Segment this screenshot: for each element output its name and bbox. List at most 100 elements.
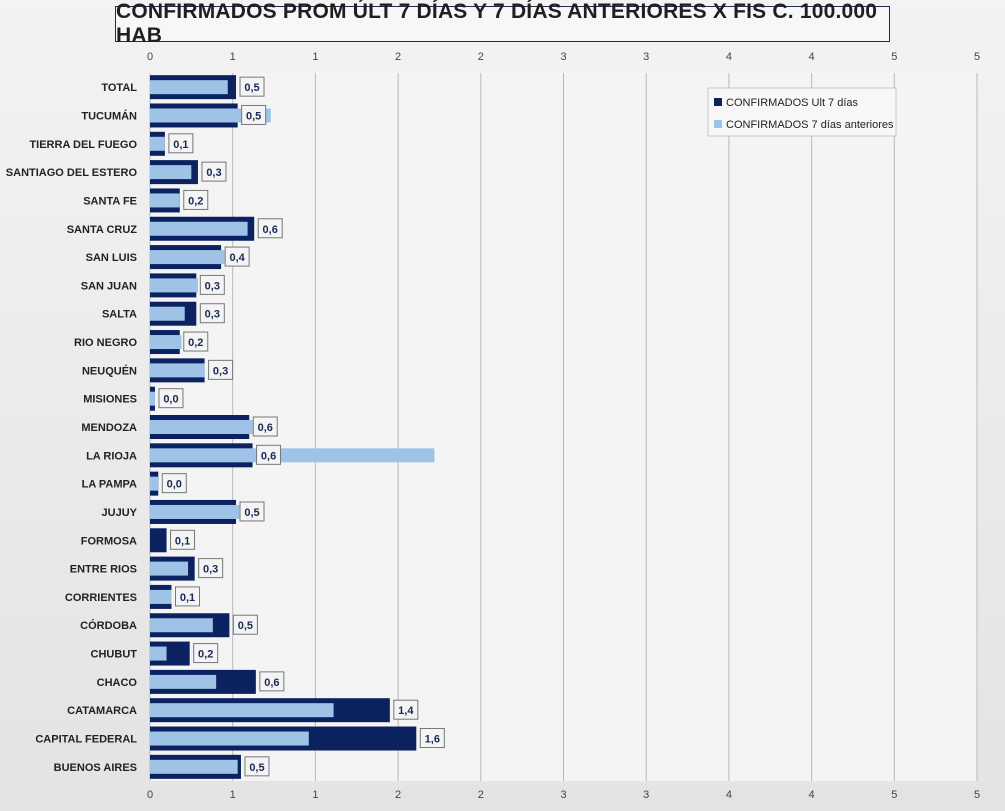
bar-7-dias-anteriores [150,646,167,661]
data-label-box [419,728,445,749]
data-label-box [208,359,234,380]
chart-title: CONFIRMADOS PROM ÚLT 7 DÍAS Y 7 DÍAS ANT… [115,0,890,47]
data-label-box [257,218,283,239]
x-tick-label-top: 2 [395,51,401,63]
category-label: TIERRA DEL FUEGO [29,139,137,151]
data-label: 0,6 [258,422,273,434]
x-tick-label-bottom: 3 [560,789,566,801]
data-label-box [170,529,196,550]
data-label: 0,2 [198,649,213,661]
data-label: 0,5 [249,762,264,774]
category-label: TUCUMÁN [81,109,137,122]
bar-7-dias-anteriores [150,363,205,378]
data-label: 0,5 [244,507,259,519]
category-label: RIO NEGRO [74,337,137,349]
data-label: 0,2 [188,195,203,207]
category-label: SALTA [102,309,137,321]
bar-7-dias-anteriores [150,306,185,321]
x-tick-label-top: 0 [147,51,153,63]
data-label: 0,3 [206,167,221,179]
data-label: 0,1 [175,535,190,547]
x-tick-label-bottom: 4 [809,789,815,801]
data-label: 0,1 [173,139,188,151]
legend-box [707,87,897,137]
category-label: LA PAMPA [82,479,137,491]
bar-7-dias-anteriores [150,108,271,123]
data-label: 0,3 [205,280,220,292]
data-label: 0,5 [244,82,259,94]
data-label: 0,0 [163,394,178,406]
data-label: 0,5 [238,620,253,632]
data-label-box [393,699,419,720]
data-label: 0,3 [213,365,228,377]
x-tick-label-top: 4 [809,51,815,63]
category-label: JUJUY [102,507,138,519]
bar-7-dias-anteriores [150,221,248,236]
category-label: SAN JUAN [81,280,137,292]
x-tick-label-bottom: 5 [891,789,897,801]
bar-7-dias-anteriores [150,703,334,718]
data-label: 0,5 [246,110,261,122]
bar-7-dias-anteriores [150,335,182,350]
x-tick-label-top: 3 [643,51,649,63]
legend-label-7-dias-anteriores: CONFIRMADOS 7 días anteriores [726,119,894,131]
data-label: 0,3 [205,309,220,321]
category-label: CAPITAL FEDERAL [35,734,137,746]
category-label: MENDOZA [81,422,137,434]
data-label-box [199,303,225,324]
x-tick-label-top: 1 [230,51,236,63]
data-label: 0,6 [263,224,278,236]
bar-ult-7-dias [150,528,167,553]
x-tick-label-top: 5 [974,51,980,63]
data-label-box [252,416,278,437]
bar-7-dias-anteriores [150,589,172,604]
category-label: CHACO [97,677,138,689]
category-label: SANTIAGO DEL ESTERO [6,167,138,179]
x-tick-label-bottom: 0 [147,789,153,801]
bar-7-dias-anteriores [150,476,159,491]
data-label-box [241,104,267,125]
category-label: LA RIOJA [86,450,137,462]
data-label: 0,0 [167,479,182,491]
data-label-box [199,274,225,295]
category-label: CHUBUT [91,649,138,661]
category-label: SANTA CRUZ [67,224,138,236]
data-label: 0,3 [203,564,218,576]
x-tick-label-bottom: 4 [726,789,732,801]
x-tick-label-bottom: 1 [230,789,236,801]
data-label: 0,1 [180,592,195,604]
x-tick-label-bottom: 5 [974,789,980,801]
bar-7-dias-anteriores [150,165,192,180]
bar-7-dias-anteriores [150,674,217,689]
x-tick-label-bottom: 3 [643,789,649,801]
bar-7-dias-anteriores [150,250,225,265]
bar-7-dias-anteriores [150,448,435,463]
bar-7-dias-anteriores [150,504,240,519]
data-label-box [168,133,194,154]
data-label-box [232,614,258,635]
legend-swatch-ult-7-dias [714,98,722,106]
data-label: 1,4 [398,705,414,717]
bar-7-dias-anteriores [150,278,198,293]
data-label-box [256,444,282,465]
data-label: 1,6 [425,734,440,746]
category-label: CÓRDOBA [80,619,137,632]
x-tick-label-bottom: 2 [395,789,401,801]
category-label: NEUQUÉN [82,364,137,377]
x-tick-label-top: 3 [560,51,566,63]
data-label-box [239,501,265,522]
data-label-box [201,161,227,182]
bar-7-dias-anteriores [150,193,180,208]
data-label-box [239,76,265,97]
category-label: ENTRE RIOS [70,564,137,576]
bar-7-dias-anteriores [150,759,238,774]
data-label-box [244,756,270,777]
data-label: 0,6 [261,450,276,462]
data-label-box [175,586,201,607]
data-label: 0,6 [264,677,279,689]
data-label: 0,2 [188,337,203,349]
data-label-box [183,331,209,352]
data-label-box [224,246,250,267]
